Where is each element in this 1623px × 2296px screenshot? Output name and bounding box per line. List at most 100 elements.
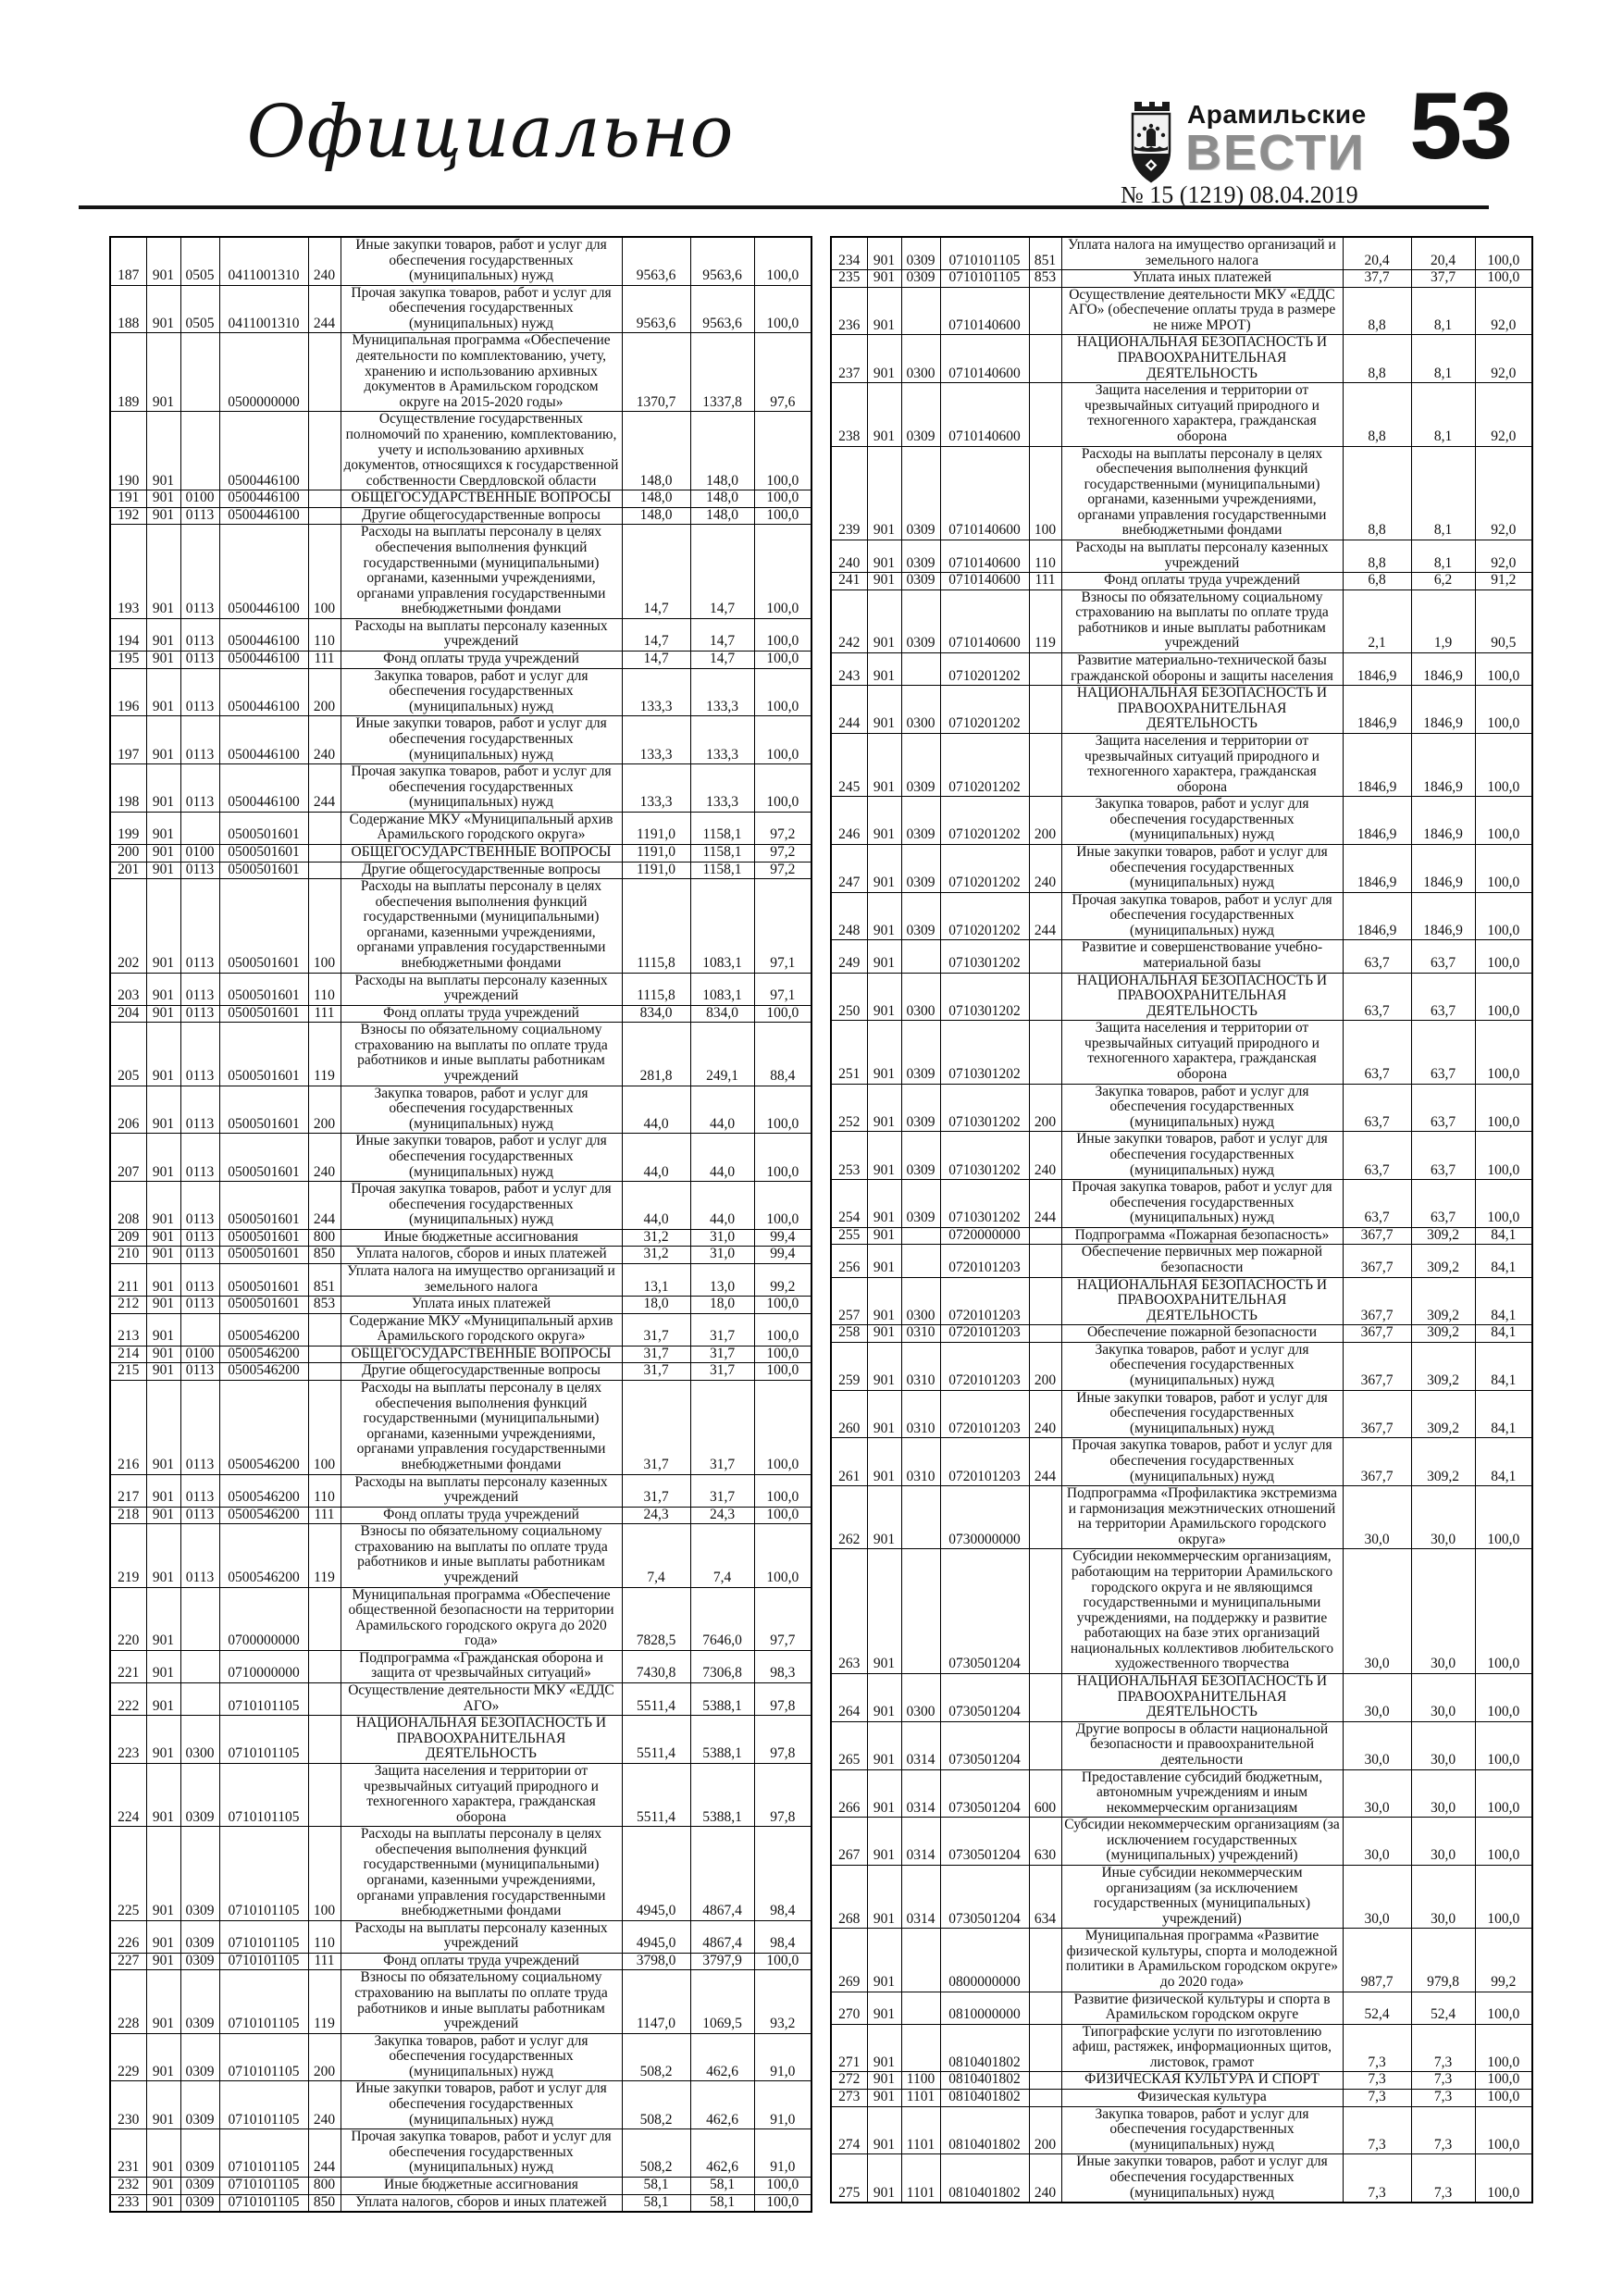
table-cell-vid [307, 843, 341, 863]
table-cell-num: 222 [109, 1682, 147, 1717]
table-cell-num: 204 [109, 1004, 147, 1024]
table-cell-percent: 100,0 [753, 2193, 812, 2213]
table-cell-target_article: 0710101105 [218, 1969, 309, 2034]
table-cell-percent: 84,1 [1474, 1341, 1533, 1391]
table-cell-vid: 110 [307, 972, 341, 1006]
table-cell-fact: 14,7 [689, 651, 755, 669]
table-cell-percent: 97,7 [753, 1586, 812, 1651]
table-cell-vid: 240 [1028, 843, 1062, 893]
table-cell-target_article: 0710140600 [939, 382, 1030, 447]
table-cell-vid: 244 [1028, 1179, 1062, 1228]
table-cell-grbs: 901 [866, 1864, 902, 1930]
table-cell-description: Взносы по обязательному социальному стра… [340, 1523, 623, 1588]
table-cell-grbs: 901 [145, 1085, 181, 1135]
table-cell-grbs: 901 [866, 1928, 902, 1992]
table-row: 196 901 0113 0500446100 200 Закупка товаров, … [109, 667, 812, 717]
table-row: 243 901 0710201202 Развитие материально-тех… [830, 652, 1533, 687]
table-cell-fact: 58,1 [689, 2176, 755, 2195]
table-cell-description: Взносы по обязательному социальному стра… [1060, 589, 1344, 654]
table-cell-vid [307, 332, 341, 413]
table-cell-plan: 44,0 [621, 1181, 691, 1230]
table-cell-description: Уплата налога на имущество организаций и… [340, 1262, 623, 1297]
table-cell-razdel: 0309 [180, 2193, 220, 2213]
table-cell-description: Защита населения и территории от чрезвыч… [1060, 382, 1344, 447]
table-cell-description: Осуществление деятельности МКУ «ЕДДС АГО… [1060, 286, 1344, 336]
table-row: 221 901 0710000000 Подпрограмма «Гражданска… [109, 1649, 812, 1684]
table-cell-plan: 24,3 [621, 1506, 691, 1525]
table-cell-target_article: 0500501601 [218, 972, 309, 1006]
table-cell-num: 187 [109, 236, 147, 286]
table-cell-fact: 7,4 [689, 1523, 755, 1588]
table-cell-percent: 97,8 [753, 1682, 812, 1717]
table-cell-num: 192 [109, 506, 147, 526]
table-cell-razdel: 0314 [900, 1769, 941, 1818]
table-cell-percent: 100,0 [753, 667, 812, 717]
table-cell-num: 231 [109, 2128, 147, 2178]
table-cell-vid [307, 1362, 341, 1382]
table-cell-target_article: 0500446100 [218, 715, 309, 765]
table-cell-description: Иные закупки товаров, работ и услуг для … [1060, 843, 1344, 893]
table-cell-vid: 200 [1028, 1083, 1062, 1133]
table-cell-target_article: 0500446100 [218, 411, 309, 491]
table-cell-num: 217 [109, 1473, 147, 1508]
table-cell-plan: 987,7 [1342, 1928, 1412, 1992]
table-cell-razdel [180, 411, 220, 491]
table-cell-grbs: 901 [145, 1649, 181, 1684]
table-cell-description: Иные закупки товаров, работ и услуг для … [340, 236, 623, 286]
table-cell-plan: 5511,4 [621, 1762, 691, 1828]
table-cell-num: 238 [830, 382, 868, 447]
table-cell-percent: 100,0 [1474, 652, 1533, 687]
table-cell-plan: 31,2 [621, 1228, 691, 1247]
table-cell-description: ФИЗИЧЕСКАЯ КУЛЬТУРА И СПОРТ [1060, 2071, 1344, 2091]
table-cell-fact: 7,3 [1410, 2105, 1476, 2155]
table-row: 258 901 0310 0720101203 Обеспечение пожарной… [830, 1324, 1533, 1343]
table-cell-target_article: 0710140600 [939, 572, 1030, 590]
table-cell-percent: 97,1 [753, 972, 812, 1006]
table-row: 190 901 0500446100 Осуществление государств… [109, 411, 812, 491]
table-row: 203 901 0113 0500501601 110 Расходы на выплат… [109, 972, 812, 1006]
table-cell-num: 213 [109, 1312, 147, 1347]
table-cell-fact: 309,2 [1410, 1389, 1476, 1439]
table-cell-grbs: 901 [145, 617, 181, 652]
table-cell-description: Фонд оплаты труда учреждений [340, 1506, 623, 1525]
table-cell-grbs: 901 [866, 2071, 902, 2091]
table-cell-razdel: 1101 [900, 2153, 941, 2203]
page-number: 53 [1409, 73, 1512, 179]
table-cell-grbs: 901 [145, 878, 181, 974]
table-row: 261 901 0310 0720101203 244 Прочая закупка то… [830, 1437, 1533, 1487]
table-cell-target_article: 0800000000 [939, 1928, 1030, 1992]
table-cell-target_article: 0500546200 [218, 1473, 309, 1508]
table-cell-vid: 244 [307, 763, 341, 813]
table-cell-razdel: 0314 [900, 1720, 941, 1770]
table-cell-grbs: 901 [866, 939, 902, 974]
table-cell-percent: 100,0 [1474, 2023, 1533, 2073]
table-row: 251 901 0309 0710301202 Защита населения и т… [830, 1020, 1533, 1085]
table-cell-fact: 7646,0 [689, 1586, 755, 1651]
table-cell-plan: 7,3 [1342, 2105, 1412, 2155]
table-row: 206 901 0113 0500501601 200 Закупка товаров, … [109, 1085, 812, 1135]
table-cell-razdel: 0309 [900, 843, 941, 893]
table-cell-description: Содержание МКУ «Муниципальный архив Арам… [340, 1312, 623, 1347]
table-cell-razdel: 0300 [900, 1276, 941, 1326]
table-cell-num: 252 [830, 1083, 868, 1133]
table-row: 230 901 0309 0710101105 240 Иные закупки това… [109, 2080, 812, 2130]
table-row: 212 901 0113 0500501601 853 Уплата иных плате… [109, 1296, 812, 1314]
table-cell-percent: 100,0 [1474, 1131, 1533, 1181]
table-cell-vid: 111 [307, 1952, 341, 1971]
table-cell-num: 191 [109, 490, 147, 508]
table-cell-percent: 100,0 [753, 1473, 812, 1508]
table-cell-percent: 91,0 [753, 2032, 812, 2082]
table-cell-target_article: 0710201202 [939, 732, 1030, 798]
table-cell-grbs: 901 [145, 1473, 181, 1508]
table-cell-plan: 834,0 [621, 1004, 691, 1024]
table-cell-vid: 850 [307, 1246, 341, 1264]
table-cell-description: Закупка товаров, работ и услуг для обесп… [1060, 1341, 1344, 1391]
table-row: 231 901 0309 0710101105 244 Прочая закупка то… [109, 2128, 812, 2178]
table-cell-target_article: 0730501204 [939, 1673, 1030, 1722]
table-cell-target_article: 0710301202 [939, 1131, 1030, 1181]
table-cell-fact: 31,0 [689, 1228, 755, 1247]
table-cell-percent: 92,0 [1474, 382, 1533, 447]
table-cell-fact: 44,0 [689, 1133, 755, 1183]
table-cell-num: 243 [830, 652, 868, 687]
table-cell-num: 251 [830, 1020, 868, 1085]
